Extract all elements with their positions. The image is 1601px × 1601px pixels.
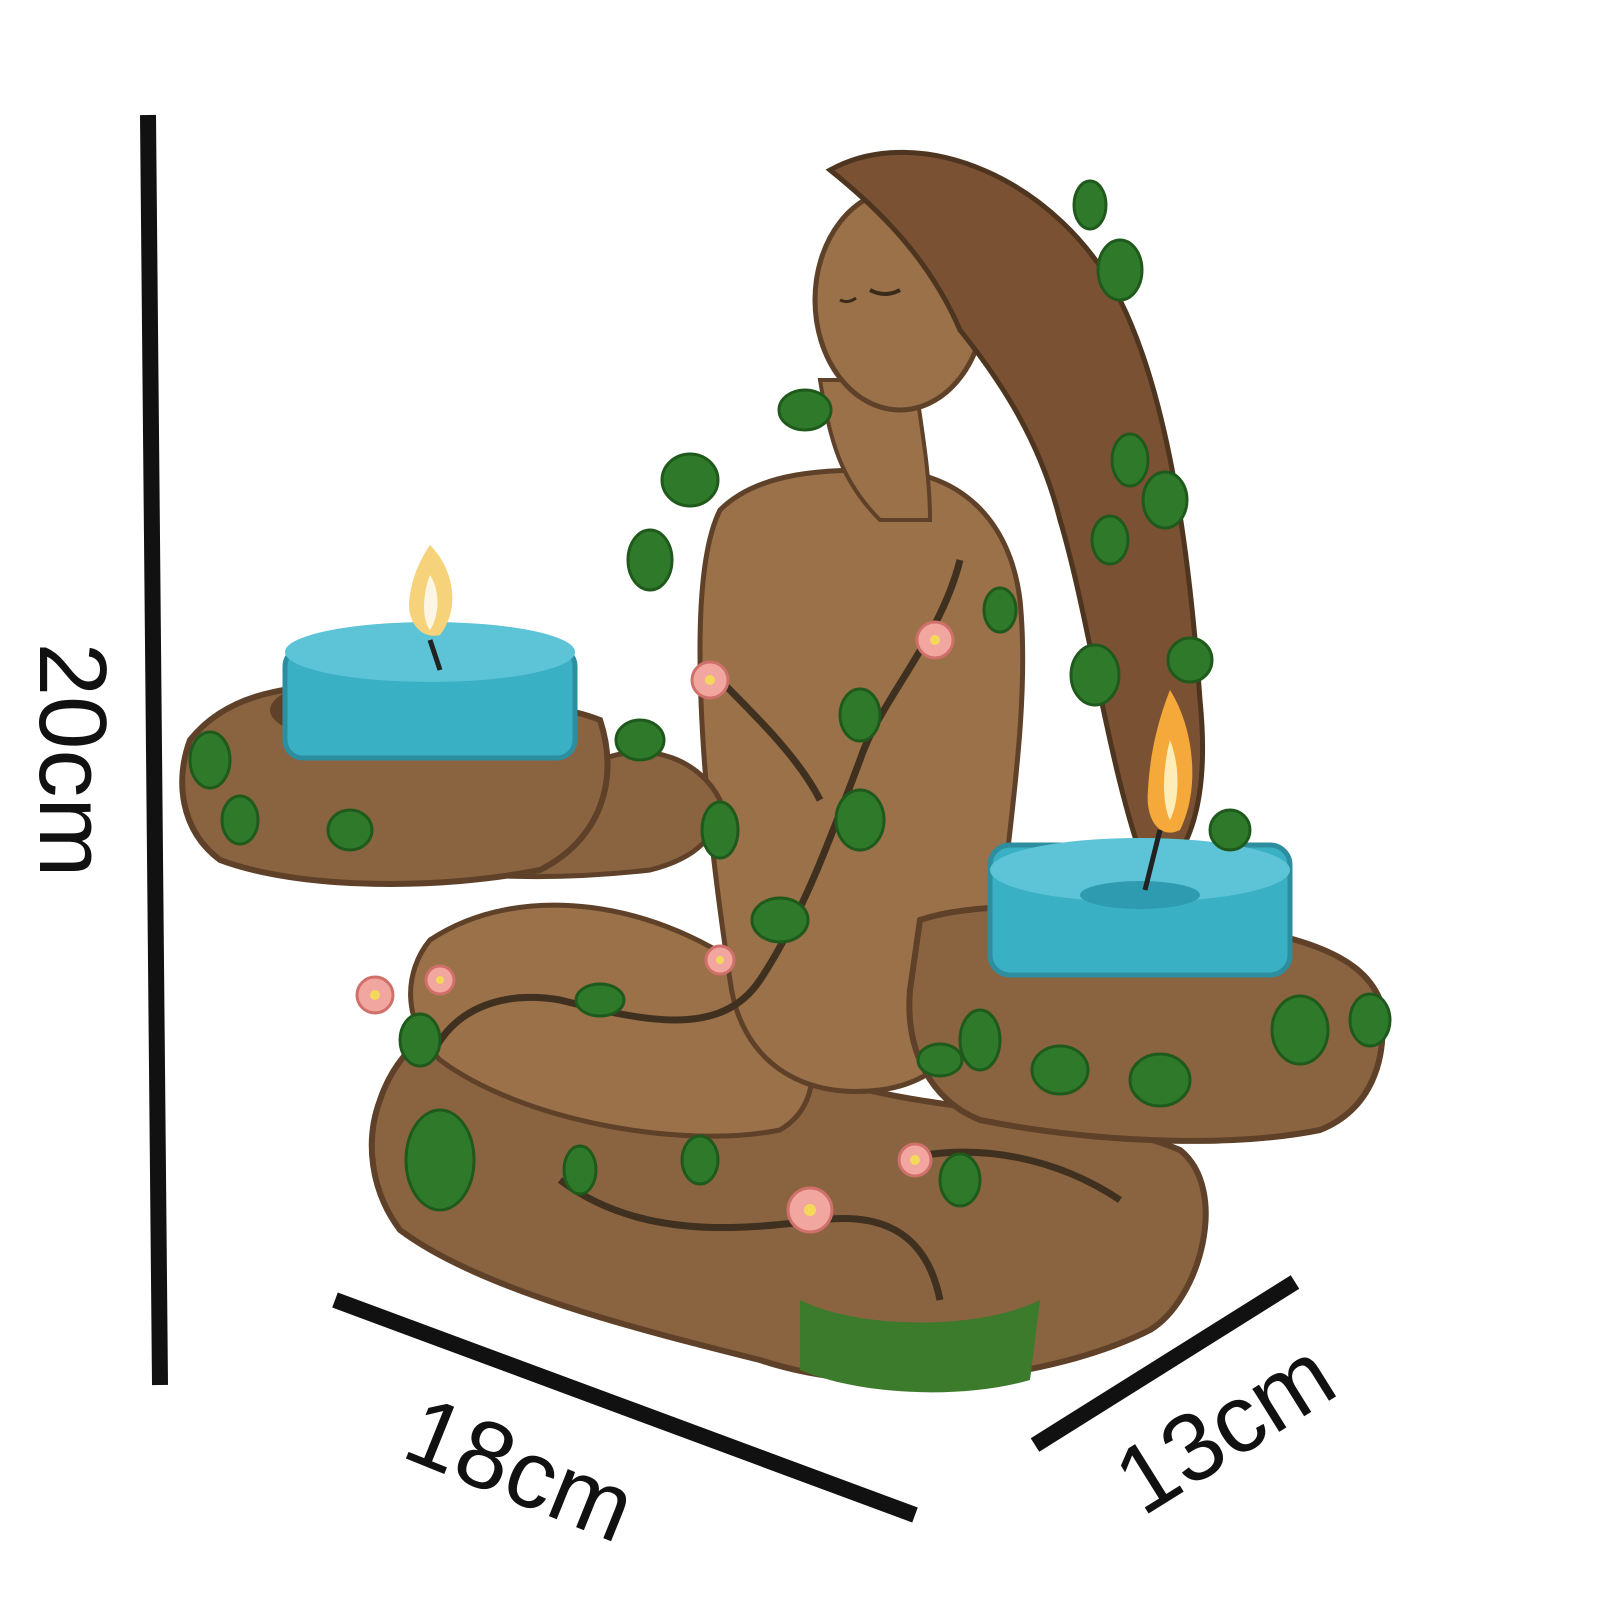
flower-centers	[370, 635, 940, 1216]
width-dimension-line	[332, 1292, 918, 1523]
height-dimension-line	[140, 114, 168, 1386]
right-candle-holder	[906, 690, 1386, 1144]
leaves	[188, 179, 1392, 1212]
depth-dimension-line	[1030, 1275, 1300, 1452]
left-candle-holder	[179, 545, 723, 887]
height-label: 20cm	[19, 642, 126, 878]
